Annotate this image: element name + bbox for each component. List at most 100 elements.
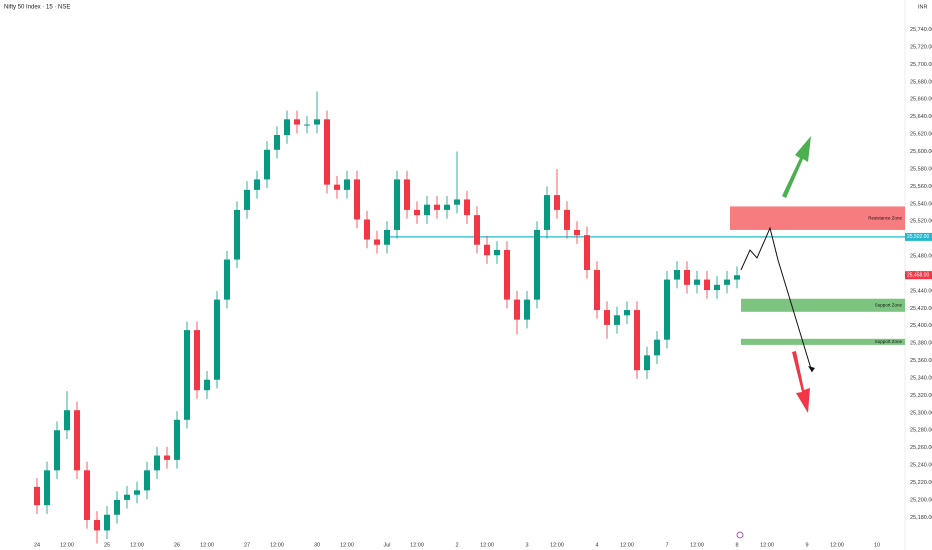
zone-label: Support Zone: [875, 339, 903, 344]
x-tick-label: 8: [735, 542, 738, 548]
candle-body: [374, 239, 380, 245]
y-tick-label: 25,260.00: [910, 445, 932, 451]
candle-body: [624, 310, 630, 316]
candle-body: [364, 219, 370, 240]
candle-body: [324, 119, 330, 185]
candle-body: [594, 270, 600, 311]
x-tick-label: 7: [665, 542, 668, 548]
y-tick-label: 25,740.00: [910, 27, 932, 33]
candle-body: [54, 430, 60, 471]
candle-body: [304, 124, 310, 126]
y-tick-label: 25,280.00: [910, 428, 932, 434]
candle-body: [254, 179, 260, 190]
candle-body: [264, 149, 270, 180]
candle-body: [484, 244, 490, 256]
last-price-badge: [905, 271, 932, 280]
zone-label: Resistance Zone: [868, 215, 902, 220]
y-tick-label: 25,240.00: [910, 463, 932, 469]
candle-body: [644, 355, 650, 371]
candle-body: [554, 195, 560, 210]
candle-body: [134, 490, 140, 495]
candle-body: [194, 330, 200, 391]
candle-body: [214, 299, 220, 380]
candle-body: [664, 279, 670, 340]
event-icon[interactable]: [736, 531, 744, 539]
candle-body: [694, 279, 700, 285]
candle-body: [354, 179, 360, 220]
candle-body: [34, 486, 40, 506]
y-tick-label: 25,520.00: [910, 219, 932, 225]
candle-body: [474, 215, 480, 245]
y-tick-label: 25,640.00: [910, 114, 932, 120]
y-tick-label: 25,380.00: [910, 341, 932, 347]
currency: INR: [918, 4, 928, 10]
x-tick-label: 10: [874, 542, 880, 548]
y-tick-label: 25,360.00: [910, 358, 932, 364]
x-tick-label: 9: [805, 542, 808, 548]
y-tick-label: 25,620.00: [910, 132, 932, 138]
y-tick-label: 25,340.00: [910, 375, 932, 381]
y-tick-label: 25,580.00: [910, 166, 932, 172]
candle-body: [584, 235, 590, 270]
candle-body: [44, 470, 50, 506]
candle-body: [234, 209, 240, 260]
candle-body: [514, 299, 520, 320]
level-label: 25,502.00: [907, 234, 929, 240]
x-tick-label: 12:00: [620, 542, 634, 548]
x-tick-label: 12:00: [200, 542, 214, 548]
projection-arrowhead: [808, 366, 815, 372]
candle-body: [184, 330, 190, 420]
y-tick-label: 25,420.00: [910, 306, 932, 312]
x-tick-label: 12:00: [130, 542, 144, 548]
y-tick-label: 25,700.00: [910, 62, 932, 68]
x-tick-label: 25: [104, 542, 110, 548]
x-tick-label: 12:00: [830, 542, 844, 548]
x-tick-label: 12:00: [270, 542, 284, 548]
candle-body: [414, 209, 420, 216]
x-tick-label: 12:00: [690, 542, 704, 548]
candle-body: [404, 179, 410, 210]
candle-body: [634, 310, 640, 371]
candle-body: [394, 179, 400, 230]
x-tick-label: 12:00: [340, 542, 354, 548]
zone: [730, 206, 905, 230]
y-tick-label: 25,540.00: [910, 201, 932, 207]
x-tick-label: 27: [244, 542, 250, 548]
candle-body: [524, 299, 530, 320]
plot: Resistance Zone Support Zone Support Zone: [34, 91, 905, 544]
x-tick-label: 3: [525, 542, 528, 548]
y-tick-label: 25,600.00: [910, 149, 932, 155]
candle-body: [444, 204, 450, 210]
y-tick-label: 25,680.00: [910, 79, 932, 85]
candle-body: [84, 470, 90, 520]
candle-body: [344, 179, 350, 190]
candle-body: [734, 275, 740, 280]
candle-body: [714, 284, 720, 291]
x-tick-label: 12:00: [480, 542, 494, 548]
y-tick-label: 25,180.00: [910, 515, 932, 521]
candle-body: [334, 184, 340, 190]
candle-body: [504, 249, 510, 300]
candle-body: [704, 279, 710, 291]
y-tick-label: 25,560.00: [910, 184, 932, 190]
candle-body: [454, 199, 460, 205]
candle-body: [684, 270, 690, 285]
projection-path: [740, 226, 813, 373]
x-tick-label: 12:00: [550, 542, 564, 548]
candle-body: [154, 455, 160, 471]
candle-body: [104, 514, 110, 531]
candle-body: [164, 455, 170, 460]
candle-body: [544, 195, 550, 230]
candle-body: [534, 229, 540, 300]
candle-body: [314, 119, 320, 125]
candle-body: [74, 410, 80, 471]
x-tick-label: 30: [314, 542, 320, 548]
x-tick-label: 2: [455, 542, 458, 548]
candle-body: [464, 199, 470, 216]
y-tick-label: 25,400.00: [910, 323, 932, 329]
zone: [741, 298, 905, 312]
zone-label: Support Zone: [875, 302, 903, 307]
y-tick-label: 25,320.00: [910, 393, 932, 399]
y-tick-label: 25,480.00: [910, 254, 932, 260]
